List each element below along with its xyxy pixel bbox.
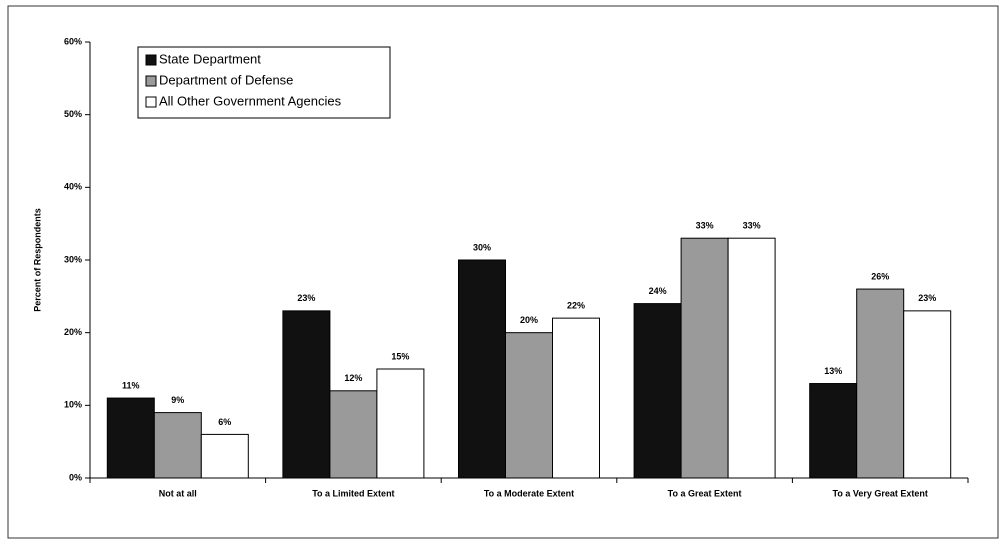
x-tick-label: To a Great Extent xyxy=(668,488,742,498)
bar xyxy=(329,390,378,479)
y-tick-label: 50% xyxy=(64,109,82,119)
x-tick-label: Not at all xyxy=(159,488,197,498)
bar xyxy=(903,310,952,479)
value-label: 26% xyxy=(871,271,889,281)
bar xyxy=(458,259,506,479)
legend-label: State Department xyxy=(159,51,261,66)
legend-swatch xyxy=(145,54,157,66)
legend-label: All Other Government Agencies xyxy=(159,93,342,108)
bar xyxy=(376,368,425,479)
value-label: 24% xyxy=(649,286,667,296)
value-label: 9% xyxy=(171,395,184,405)
value-label: 33% xyxy=(743,221,761,231)
y-axis-label: Percent of Respondents xyxy=(32,208,42,312)
value-label: 13% xyxy=(824,366,842,376)
x-tick-label: To a Limited Extent xyxy=(312,488,394,498)
value-label: 23% xyxy=(918,293,936,303)
value-label: 15% xyxy=(391,351,409,361)
legend-swatch xyxy=(145,75,157,87)
y-tick-label: 20% xyxy=(64,327,82,337)
value-label: 22% xyxy=(567,301,585,311)
x-tick-label: To a Moderate Extent xyxy=(484,488,574,498)
y-tick-label: 60% xyxy=(64,36,82,46)
bar xyxy=(153,412,202,479)
value-label: 23% xyxy=(297,293,315,303)
value-label: 20% xyxy=(520,315,538,325)
bar xyxy=(552,317,600,479)
bar xyxy=(633,303,682,479)
value-label: 12% xyxy=(344,373,362,383)
legend-box xyxy=(137,46,391,119)
value-label: 6% xyxy=(218,417,231,427)
bar xyxy=(505,332,553,479)
y-tick-label: 10% xyxy=(64,400,82,410)
value-label: 11% xyxy=(122,380,140,390)
legend-swatch xyxy=(145,96,157,108)
value-label: 30% xyxy=(473,242,491,252)
bar xyxy=(106,397,155,479)
legend-label: Department of Defense xyxy=(159,72,293,87)
bar xyxy=(809,383,858,479)
x-tick-label: To a Very Great Extent xyxy=(833,488,928,498)
bar xyxy=(282,310,331,479)
y-tick-label: 40% xyxy=(64,182,82,192)
y-tick-label: 30% xyxy=(64,254,82,264)
bar xyxy=(200,433,249,479)
bar xyxy=(727,237,776,479)
value-label: 33% xyxy=(696,221,714,231)
bar xyxy=(856,288,905,479)
y-tick-label: 0% xyxy=(69,472,82,482)
bar xyxy=(680,237,729,479)
